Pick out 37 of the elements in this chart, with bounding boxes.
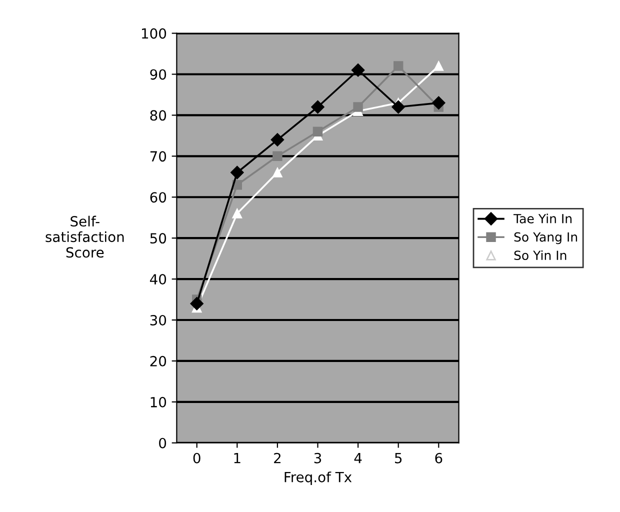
point — [312, 126, 323, 136]
point — [270, 133, 284, 146]
x-tick-label: 0 — [193, 452, 200, 464]
point — [232, 208, 242, 218]
legend-label: So Yin In — [514, 250, 566, 260]
y-tick-label: 10 — [150, 396, 166, 408]
legend-label: So Yang In — [514, 232, 578, 244]
point — [432, 96, 446, 110]
point — [272, 168, 282, 178]
x-tick-label: 4 — [354, 453, 362, 464]
point — [353, 102, 363, 112]
point — [272, 151, 282, 162]
y-tick-label: 0 — [159, 438, 166, 448]
y-tick-label: 90 — [150, 69, 166, 80]
y-axis-title: Self- satisfaction Score — [46, 216, 124, 258]
y-tick-label: 50 — [150, 233, 166, 244]
y-tick-label: 20 — [150, 356, 166, 366]
legend-label: Tae Yin In — [513, 214, 572, 224]
point — [434, 61, 444, 71]
y-tick-label: 70 — [150, 151, 166, 162]
x-tick-label: 1 — [234, 453, 240, 464]
x-axis-title: Freq.of Tx — [284, 472, 352, 486]
point — [351, 64, 365, 77]
x-tick-label: 5 — [395, 453, 402, 464]
point — [230, 166, 244, 180]
y-tick-label: 100 — [142, 28, 166, 39]
point — [190, 297, 204, 310]
y-tick-label: 80 — [150, 110, 166, 121]
y-tick-label: 60 — [150, 192, 166, 203]
x-tick-label: 3 — [314, 452, 322, 464]
x-tick-label: 2 — [274, 452, 280, 464]
y-tick-label: 40 — [150, 274, 166, 285]
point — [311, 100, 324, 114]
x-tick-label: 6 — [435, 452, 442, 464]
point — [393, 61, 404, 71]
point — [392, 100, 405, 114]
y-tick-label: 30 — [150, 314, 166, 326]
